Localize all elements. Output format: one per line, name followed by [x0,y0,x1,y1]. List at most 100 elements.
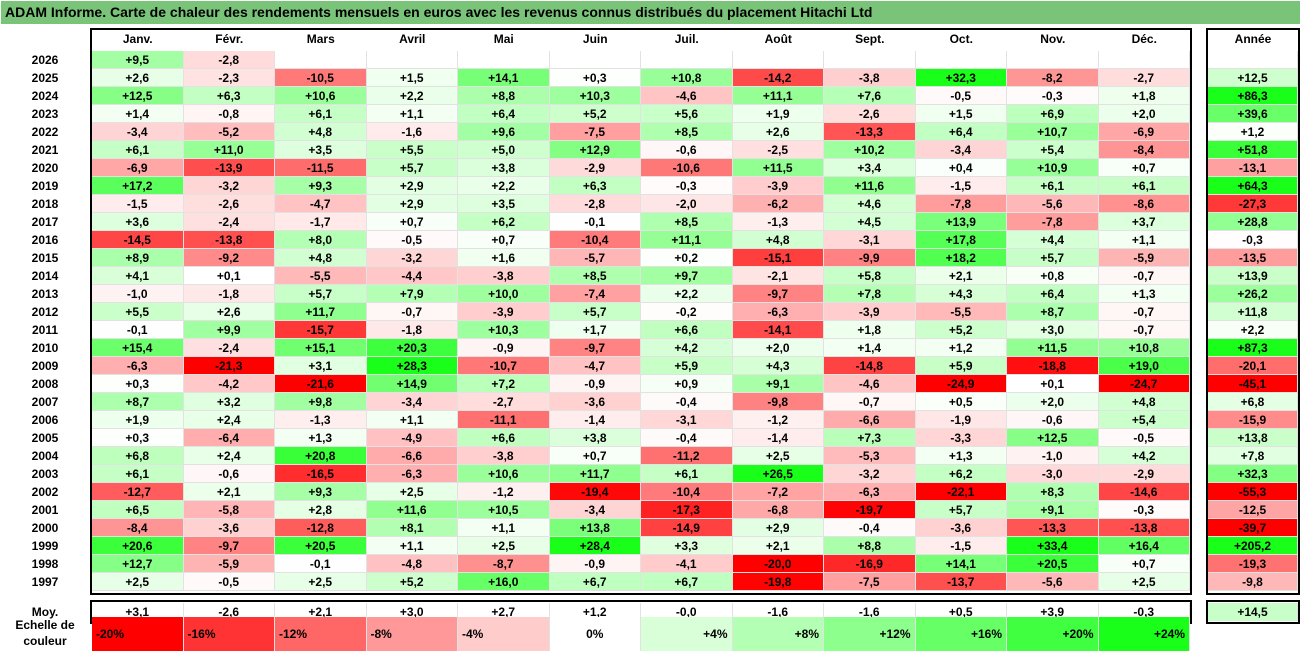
heatmap-cell: -6,9 [92,159,184,177]
row-year-label: 2001 [31,503,59,517]
heatmap-cell: +4,8 [1098,393,1190,411]
heatmap-cell: +10,9 [1007,159,1099,177]
heatmap-cell: +33,4 [1007,537,1099,555]
heatmap-cell: -20,0 [732,555,824,573]
heatmap-cell [458,51,550,69]
heatmap-cell: +8,5 [549,267,641,285]
heatmap-cell: -7,2 [732,483,824,501]
heatmap-cell: -8,4 [1098,141,1190,159]
heatmap-cell: +1,1 [366,411,458,429]
heatmap-cell: +4,4 [1007,231,1099,249]
heatmap-cell: -7,8 [1007,213,1099,231]
heatmap-cell [549,51,641,69]
heatmap-cell: +12,5 [1007,429,1099,447]
heatmap-cell: +5,7 [549,303,641,321]
heatmap-cell: -3,6 [549,393,641,411]
heatmap-cell: -14,1 [732,321,824,339]
heatmap-cell: +6,2 [458,213,550,231]
average-cell: +3,9 [1007,603,1099,621]
heatmap-cell: -3,8 [824,69,916,87]
heatmap-cell: -0,7 [824,393,916,411]
heatmap-cell: -19,7 [824,501,916,519]
heatmap-cell: -0,5 [915,87,1007,105]
heatmap-cell: -4,8 [366,555,458,573]
average-cell: -1,6 [732,603,824,621]
heatmap-cell: +1,4 [824,339,916,357]
heatmap-cell: -14,8 [824,357,916,375]
heatmap-cell: +2,2 [458,177,550,195]
heatmap-cell: -1,4 [549,411,641,429]
heatmap-cell: -3,8 [458,447,550,465]
row-year-label: 2007 [31,395,59,409]
heatmap-cell: +10,0 [458,285,550,303]
heatmap-cell: +8,5 [641,213,733,231]
annual-cell: -15,9 [1208,411,1298,429]
heatmap-cell: +0,4 [915,159,1007,177]
heatmap-cell: -3,4 [549,501,641,519]
heatmap-cell: +13,8 [549,519,641,537]
heatmap-cell: -3,9 [732,177,824,195]
heatmap-cell: +2,1 [732,537,824,555]
heatmap-cell: +9,5 [92,51,184,69]
heatmap-cell: -13,9 [183,159,275,177]
heatmap-cell: +6,3 [183,87,275,105]
heatmap-cell: +1,1 [366,537,458,555]
heatmap-cell: +1,8 [824,321,916,339]
heatmap-cell: -9,7 [732,285,824,303]
heatmap-cell: +4,2 [641,339,733,357]
heatmap-cell: -19,8 [732,573,824,591]
heatmap-cell: +10,8 [1098,339,1190,357]
heatmap-cell: -6,6 [824,411,916,429]
heatmap-cell: +6,6 [641,321,733,339]
heatmap-cell: -10,4 [641,483,733,501]
heatmap-cell: -5,7 [549,249,641,267]
row-year-label: 2000 [31,521,59,535]
heatmap-cell: -8,2 [1007,69,1099,87]
annual-cell: -27,3 [1208,195,1298,213]
heatmap-cell: -7,5 [824,573,916,591]
heatmap-cell: +9,6 [458,123,550,141]
annual-cell [1208,51,1298,69]
heatmap-cell: +9,1 [732,375,824,393]
heatmap-cell: +28,3 [366,357,458,375]
heatmap-cell: -3,3 [915,429,1007,447]
heatmap-cell: +1,4 [92,105,184,123]
row-year-label: 2009 [31,359,59,373]
row-year-label: 2010 [31,341,59,355]
heatmap-cell: +28,4 [549,537,641,555]
heatmap-cell: +4,8 [275,123,367,141]
color-scale-stop: +8% [732,617,824,651]
heatmap-cell: -4,9 [366,429,458,447]
heatmap-cell: -0,7 [1098,303,1190,321]
heatmap-cell: -0,1 [549,213,641,231]
heatmap-cell: +11,5 [732,159,824,177]
color-scale-stop: +4% [641,617,733,651]
heatmap-cell: -11,5 [275,159,367,177]
monthly-grid-frame [90,28,1192,595]
heatmap-cell: -6,3 [824,483,916,501]
heatmap-cell: +0,3 [92,375,184,393]
heatmap-cell: -0,5 [1098,429,1190,447]
heatmap-cell: -6,6 [366,447,458,465]
heatmap-cell: +0,8 [1007,267,1099,285]
annual-cell: -20,1 [1208,357,1298,375]
heatmap-cell: +10,7 [1007,123,1099,141]
heatmap-cell: +5,0 [458,141,550,159]
heatmap-cell: -1,6 [366,123,458,141]
heatmap-cell: -13,7 [915,573,1007,591]
heatmap-cell: -2,8 [183,51,275,69]
heatmap-cell [1098,51,1190,69]
heatmap-cell [824,51,916,69]
row-year-label: 1998 [31,557,59,571]
heatmap-cell: +14,9 [366,375,458,393]
row-year-label: 2002 [31,485,59,499]
heatmap-cell: -2,7 [1098,69,1190,87]
color-scale-stop: -12% [275,617,367,651]
heatmap-cell: -10,6 [641,159,733,177]
month-header: Juil. [674,32,699,46]
row-year-label: 1997 [31,575,59,589]
heatmap-cell: -18,8 [1007,357,1099,375]
heatmap-cell: -0,4 [641,429,733,447]
heatmap-cell: +13,9 [915,213,1007,231]
heatmap-cell: -1,7 [275,213,367,231]
